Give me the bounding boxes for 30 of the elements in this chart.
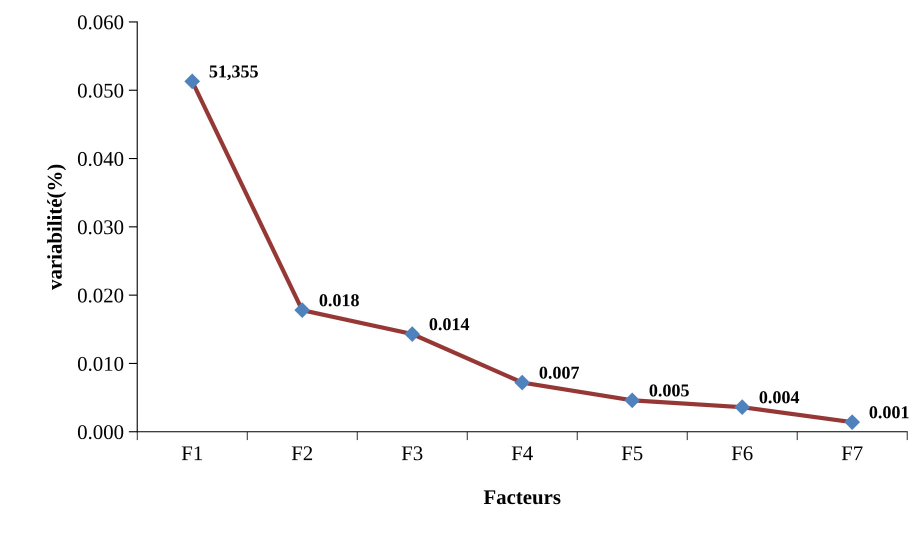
y-tick-label: 0.040 xyxy=(78,152,124,166)
point xyxy=(514,375,530,390)
data-label: 0.018 xyxy=(320,294,359,306)
point xyxy=(624,392,640,408)
y-tick-label: 0.000 xyxy=(78,425,124,440)
y-tick-label: 0.030 xyxy=(78,220,124,234)
data-label: 0.004 xyxy=(760,391,800,404)
point xyxy=(294,302,310,318)
point xyxy=(734,400,750,415)
data-label: 0.014 xyxy=(430,318,470,330)
x-tick-label: F1 xyxy=(182,446,202,460)
y-tick-label: 0.020 xyxy=(78,288,124,303)
x-tick-label: F4 xyxy=(512,446,533,460)
y-tick-label: 0.050 xyxy=(78,84,124,98)
x-tick-label: F7 xyxy=(842,446,863,460)
x-tick-label: F5 xyxy=(622,446,642,460)
data-label: 0.007 xyxy=(540,366,580,379)
annotation: 51,355 xyxy=(210,65,258,80)
data-label: 0.001 xyxy=(870,406,909,418)
x-tick-label: F6 xyxy=(732,446,753,460)
y-tick-label: 0.060 xyxy=(78,15,124,30)
point xyxy=(404,326,420,342)
data-label: 0.005 xyxy=(650,384,689,397)
x-axis-title: Facteurs xyxy=(484,490,560,504)
point xyxy=(844,414,860,430)
point xyxy=(184,74,200,89)
y-axis-title: variabilité(%) xyxy=(47,164,66,290)
x-tick-label: F3 xyxy=(402,446,422,460)
x-tick-label: F2 xyxy=(292,446,312,460)
y-tick-label: 0.010 xyxy=(78,356,124,371)
